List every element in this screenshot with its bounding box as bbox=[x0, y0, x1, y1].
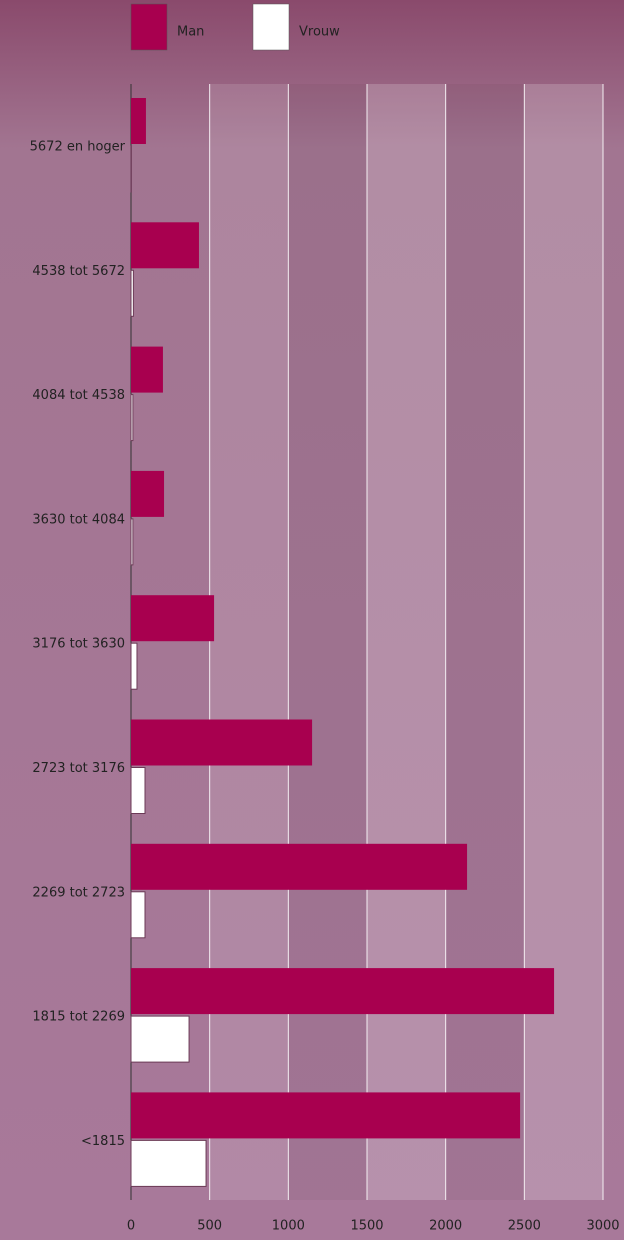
y-tick-label: 5672 en hoger bbox=[30, 140, 126, 155]
bar bbox=[131, 1092, 520, 1138]
bar bbox=[131, 395, 133, 441]
bar bbox=[131, 892, 145, 938]
bar bbox=[131, 98, 146, 144]
legend-label: Man bbox=[177, 25, 204, 40]
bar bbox=[131, 643, 137, 689]
x-tick-label: 1500 bbox=[350, 1219, 383, 1234]
bar bbox=[131, 1140, 206, 1186]
y-tick-label: 4084 tot 4538 bbox=[32, 388, 125, 403]
bar bbox=[131, 270, 133, 316]
legend-swatch bbox=[253, 4, 289, 50]
chart: 0 500 1000 1500 2000 2500 3000 Man Vrouw 5672 en … bbox=[0, 0, 624, 1240]
x-tick-label: 3000 bbox=[586, 1219, 619, 1234]
x-tick-label: 1000 bbox=[272, 1219, 305, 1234]
x-tick-label: 0 bbox=[127, 1219, 135, 1234]
bar bbox=[131, 595, 214, 641]
y-tick-label: 3176 tot 3630 bbox=[32, 637, 125, 652]
bar bbox=[131, 768, 145, 814]
y-tick-label: 1815 tot 2269 bbox=[32, 1010, 125, 1025]
bar bbox=[131, 1016, 189, 1062]
y-tick-label: 3630 tot 4084 bbox=[32, 512, 125, 527]
bar bbox=[131, 222, 199, 268]
bar bbox=[131, 968, 554, 1014]
bar bbox=[131, 844, 467, 890]
x-tick-label: 2000 bbox=[429, 1219, 462, 1234]
y-tick-label: 2723 tot 3176 bbox=[32, 761, 125, 776]
x-tick-label: 500 bbox=[197, 1219, 222, 1234]
plot-band bbox=[524, 84, 603, 1200]
plot-band bbox=[446, 84, 525, 1200]
y-tick-label: 4538 tot 5672 bbox=[32, 264, 125, 279]
y-tick-label: <1815 bbox=[81, 1134, 125, 1149]
x-tick-label: 2500 bbox=[508, 1219, 541, 1234]
bar bbox=[131, 347, 163, 393]
bar bbox=[131, 720, 312, 766]
bar bbox=[131, 471, 164, 517]
legend-swatch bbox=[131, 4, 167, 50]
y-tick-label: 2269 tot 2723 bbox=[32, 885, 125, 900]
plot-band bbox=[367, 84, 446, 1200]
plot-band bbox=[210, 84, 289, 1200]
bar bbox=[131, 519, 133, 565]
plot-band bbox=[288, 84, 367, 1200]
legend-label: Vrouw bbox=[299, 25, 340, 40]
